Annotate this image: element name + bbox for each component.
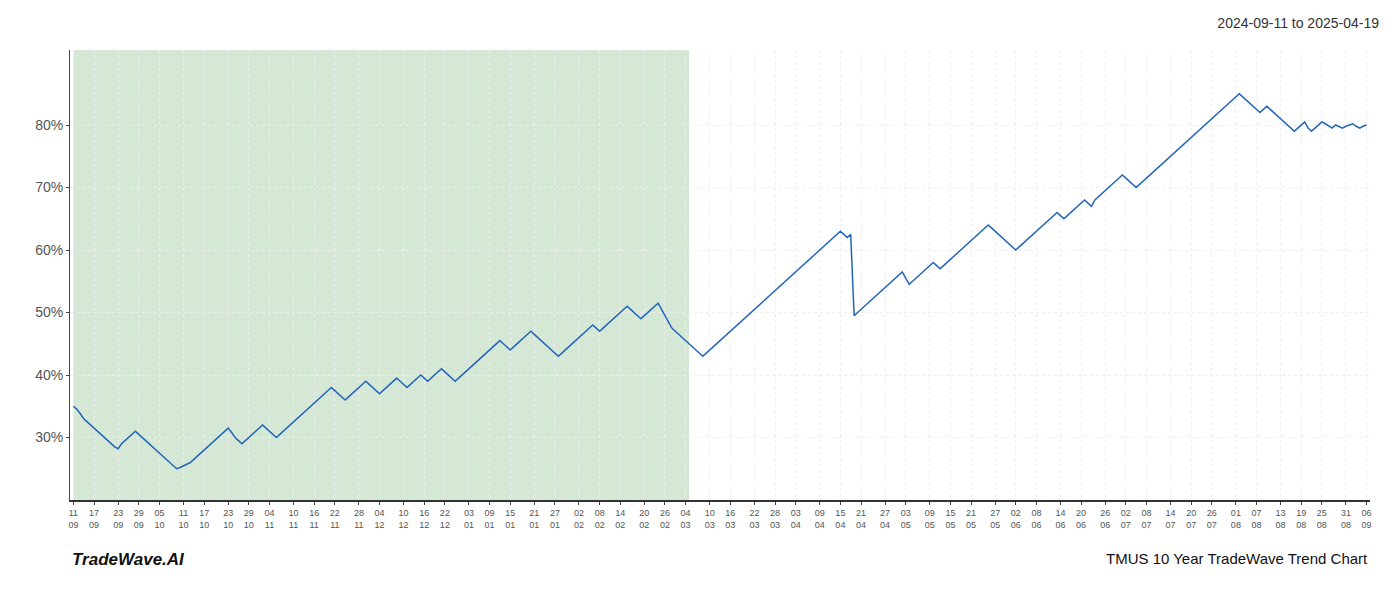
svg-text:1308: 1308 [1276,508,1286,530]
svg-text:0802: 0802 [595,508,605,530]
svg-text:0304: 0304 [791,508,801,530]
svg-text:0807: 0807 [1141,508,1151,530]
svg-text:1110: 1110 [178,508,188,530]
svg-text:1505: 1505 [945,508,955,530]
svg-text:1407: 1407 [1166,508,1176,530]
svg-text:0301: 0301 [464,508,474,530]
svg-text:0905: 0905 [925,508,935,530]
svg-text:30%: 30% [35,429,63,445]
svg-text:1710: 1710 [199,508,209,530]
svg-text:0708: 0708 [1252,508,1262,530]
svg-text:0207: 0207 [1121,508,1131,530]
svg-text:2811: 2811 [354,508,364,530]
svg-text:2211: 2211 [330,508,340,530]
svg-text:0202: 0202 [574,508,584,530]
svg-text:40%: 40% [35,367,63,383]
svg-text:0609: 0609 [1362,508,1372,530]
svg-text:2508: 2508 [1317,508,1327,530]
svg-text:3108: 3108 [1341,508,1351,530]
svg-text:0403: 0403 [681,508,691,530]
svg-text:2104: 2104 [856,508,866,530]
svg-text:0411: 0411 [264,508,274,530]
svg-text:0412: 0412 [375,508,385,530]
svg-text:1402: 1402 [615,508,625,530]
svg-text:TradeWave.AI: TradeWave.AI [72,550,185,569]
svg-text:0206: 0206 [1011,508,1021,530]
svg-text:50%: 50% [35,304,63,320]
svg-text:2705: 2705 [990,508,1000,530]
svg-text:1709: 1709 [89,508,99,530]
svg-text:1603: 1603 [725,508,735,530]
svg-text:1003: 1003 [705,508,715,530]
svg-text:2203: 2203 [749,508,759,530]
svg-text:2910: 2910 [244,508,254,530]
svg-text:1908: 1908 [1296,508,1306,530]
svg-text:2602: 2602 [660,508,670,530]
svg-text:2024-09-11 to 2025-04-19: 2024-09-11 to 2025-04-19 [1217,15,1379,31]
svg-text:2701: 2701 [550,508,560,530]
svg-text:1612: 1612 [419,508,429,530]
svg-text:2212: 2212 [440,508,450,530]
svg-text:2105: 2105 [966,508,976,530]
svg-text:1504: 1504 [835,508,845,530]
svg-text:0108: 0108 [1231,508,1241,530]
svg-text:TMUS 10 Year TradeWave Trend C: TMUS 10 Year TradeWave Trend Chart [1106,550,1368,567]
svg-text:2007: 2007 [1186,508,1196,530]
svg-text:1501: 1501 [505,508,515,530]
svg-text:1109: 1109 [68,508,78,530]
svg-text:2704: 2704 [880,508,890,530]
svg-text:1611: 1611 [309,508,319,530]
svg-text:2101: 2101 [529,508,539,530]
svg-text:2607: 2607 [1207,508,1217,530]
svg-text:2002: 2002 [639,508,649,530]
svg-text:0901: 0901 [485,508,495,530]
svg-text:2006: 2006 [1076,508,1086,530]
svg-text:0305: 0305 [901,508,911,530]
svg-text:0904: 0904 [815,508,825,530]
svg-text:1012: 1012 [399,508,409,530]
svg-text:2909: 2909 [134,508,144,530]
svg-text:2606: 2606 [1100,508,1110,530]
svg-text:0510: 0510 [154,508,164,530]
svg-text:80%: 80% [35,117,63,133]
svg-text:1406: 1406 [1055,508,1065,530]
svg-text:0806: 0806 [1031,508,1041,530]
svg-text:1011: 1011 [289,508,299,530]
svg-text:60%: 60% [35,242,63,258]
svg-text:2803: 2803 [770,508,780,530]
svg-text:2309: 2309 [113,508,123,530]
svg-text:2310: 2310 [223,508,233,530]
svg-text:70%: 70% [35,179,63,195]
